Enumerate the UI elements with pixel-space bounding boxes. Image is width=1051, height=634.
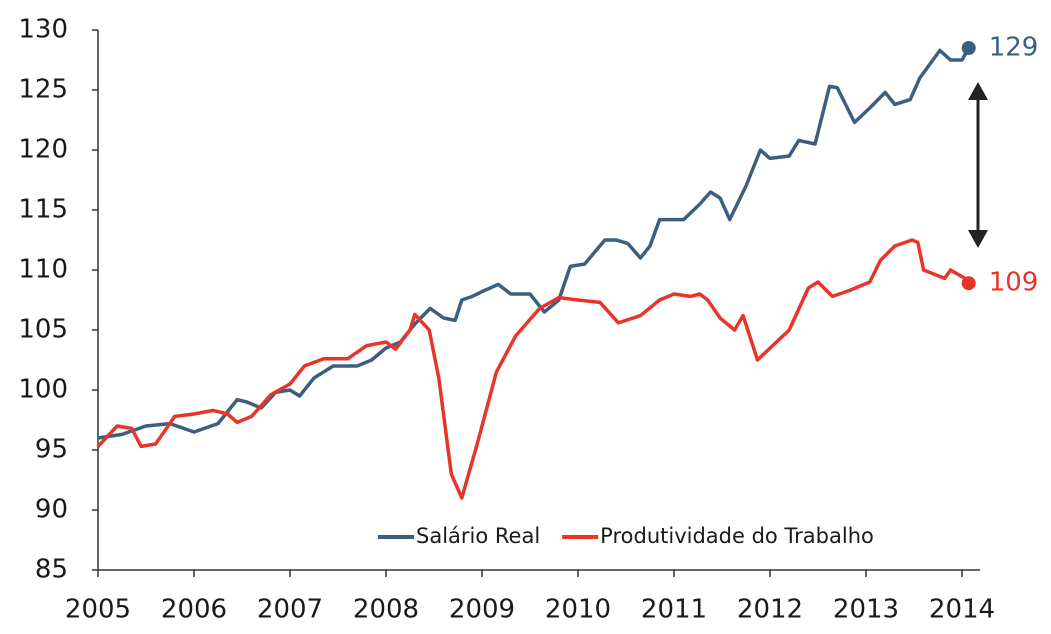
- y-tick-label: 130: [18, 15, 68, 45]
- y-tick-label: 120: [18, 135, 68, 165]
- x-tick-label: 2008: [353, 595, 419, 625]
- legend-label: Produtividade do Trabalho: [600, 524, 874, 548]
- y-tick-label: 105: [18, 315, 68, 345]
- y-tick-label: 90: [35, 495, 68, 525]
- x-tick-label: 2007: [257, 595, 323, 625]
- y-tick-label: 95: [35, 435, 68, 465]
- series-line: [97, 47, 971, 440]
- y-tick-label: 110: [18, 255, 68, 285]
- y-tick-label: 125: [18, 75, 68, 105]
- end-marker: [961, 41, 976, 55]
- x-tick-label: 2014: [929, 595, 995, 625]
- x-tick-label: 2012: [737, 595, 803, 625]
- end-marker: [961, 276, 976, 291]
- end-label: 129: [989, 33, 1039, 63]
- y-tick-label: 85: [35, 555, 68, 585]
- legend-label: Salário Real: [416, 524, 540, 548]
- y-tick-label: 100: [18, 375, 68, 405]
- x-tick-label: 2006: [161, 595, 227, 625]
- x-tick-label: 2009: [449, 595, 515, 625]
- series-line: [96, 238, 971, 500]
- x-tick-label: 2011: [641, 595, 707, 625]
- x-tick-label: 2005: [65, 595, 131, 625]
- gap-arrow: [968, 82, 988, 248]
- x-tick-label: 2010: [545, 595, 611, 625]
- x-tick-label: 2013: [833, 595, 899, 625]
- y-tick-label: 115: [18, 195, 68, 225]
- end-label: 109: [989, 268, 1039, 298]
